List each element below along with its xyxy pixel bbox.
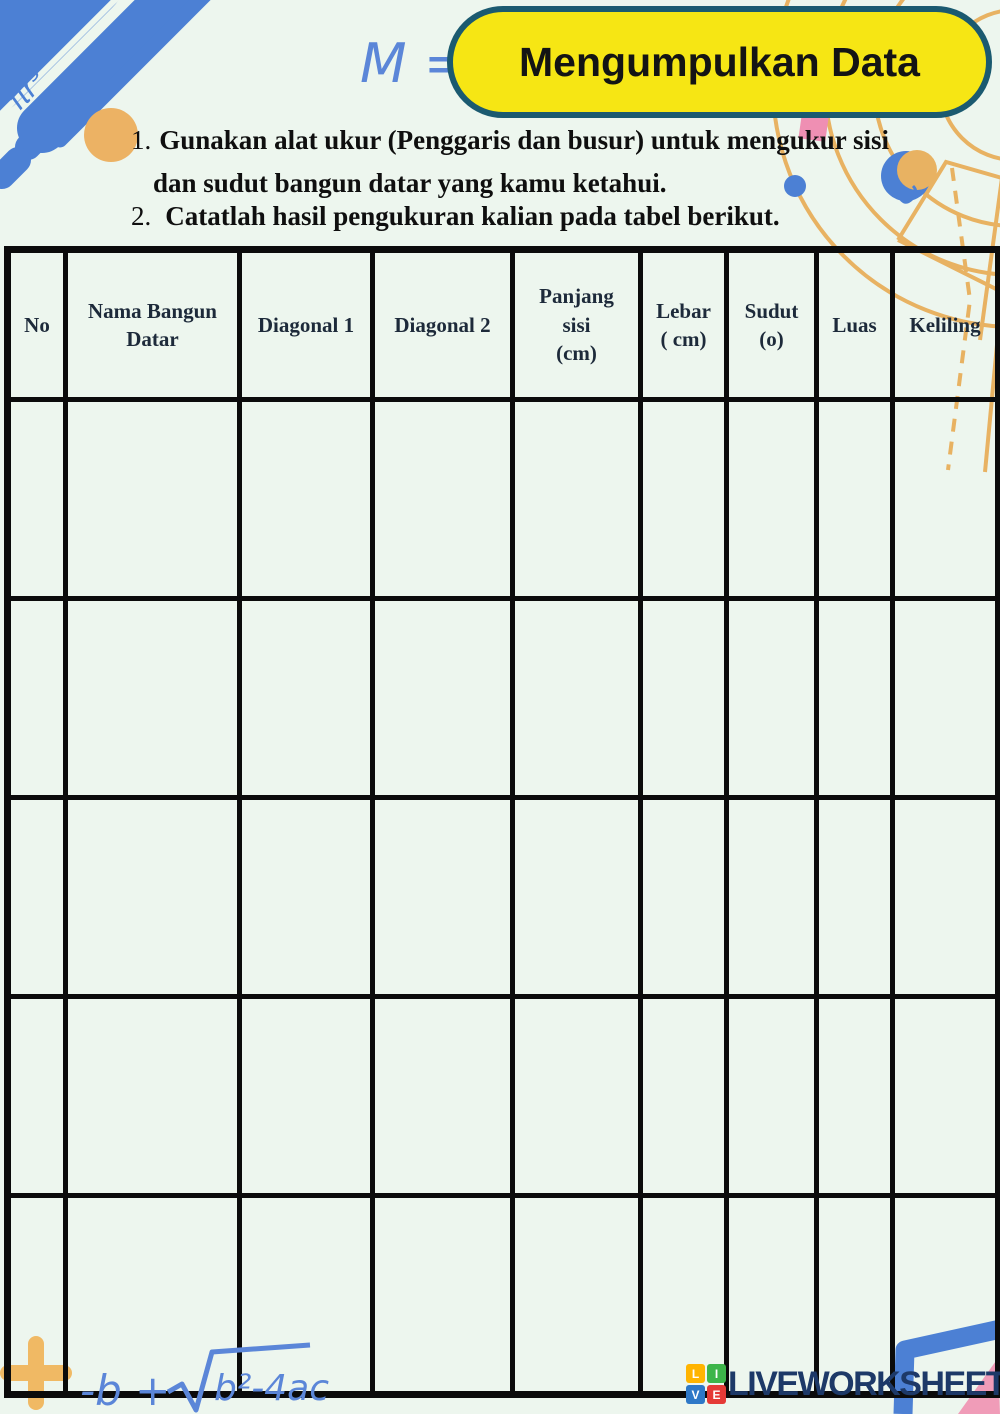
- column-header-keliling: Keliling: [890, 247, 1000, 402]
- logo-square-e: E: [707, 1385, 726, 1404]
- table-cell[interactable]: [370, 795, 515, 999]
- table-cell[interactable]: [724, 397, 819, 601]
- table-cell[interactable]: [890, 397, 1000, 601]
- instruction-1-line-2: dan sudut bangun datar yang kamu ketahui…: [153, 168, 667, 198]
- table-cell[interactable]: [63, 397, 242, 601]
- table-cell[interactable]: [237, 397, 375, 601]
- blue-dot-decoration: [784, 175, 806, 197]
- table-cell[interactable]: [890, 994, 1000, 1198]
- table-cell[interactable]: [814, 994, 895, 1198]
- bullet-circle: [84, 108, 138, 162]
- table-cell[interactable]: [370, 994, 515, 1198]
- table-row: [5, 1193, 1000, 1397]
- table-cell[interactable]: [370, 596, 515, 800]
- table-row: [5, 596, 1000, 800]
- table-cell[interactable]: [510, 795, 643, 999]
- table-cell[interactable]: [724, 994, 819, 1198]
- pi-formula-handwriting: πr³: [0, 62, 54, 117]
- table-cell[interactable]: [370, 397, 515, 601]
- table-cell[interactable]: [237, 994, 375, 1198]
- table-row: [5, 795, 1000, 999]
- table-cell[interactable]: [237, 1193, 375, 1397]
- table-cell[interactable]: [890, 795, 1000, 999]
- column-header-sudut: Sudut (o): [724, 247, 819, 402]
- logo-square-i: I: [707, 1364, 726, 1383]
- table-cell[interactable]: [5, 596, 68, 800]
- table-cell[interactable]: [237, 795, 375, 999]
- instruction-1-text: Gunakan alat ukur (Penggaris dan busur) …: [159, 125, 890, 155]
- table-cell[interactable]: [5, 795, 68, 999]
- instruction-2-text: Catatlah hasil pengukuran kalian pada ta…: [165, 201, 780, 231]
- table-row: [5, 994, 1000, 1198]
- measurement-table: No Nama Bangun Datar Diagonal 1 Diagonal…: [4, 246, 1000, 1398]
- liveworksheets-logo-icon: L I V E: [686, 1364, 726, 1404]
- page-title: Mengumpulkan Data: [519, 38, 920, 85]
- column-header-nama-bangun-datar: Nama Bangun Datar: [63, 247, 242, 402]
- table-cell[interactable]: [638, 994, 729, 1198]
- table-cell[interactable]: [5, 1193, 68, 1397]
- table-cell[interactable]: [724, 596, 819, 800]
- table-cell[interactable]: [63, 596, 242, 800]
- column-header-panjang-sisi: Panjang sisi (cm): [510, 247, 643, 402]
- table-cell[interactable]: [5, 994, 68, 1198]
- column-header-lebar: Lebar ( cm): [638, 247, 729, 402]
- table-cell[interactable]: [638, 596, 729, 800]
- logo-square-v: V: [686, 1385, 705, 1404]
- instruction-1-line-1: 1. Gunakan alat ukur (Penggaris dan busur…: [131, 127, 889, 154]
- logo-square-l: L: [686, 1364, 705, 1383]
- table-cell[interactable]: [5, 397, 68, 601]
- table-cell[interactable]: [890, 596, 1000, 800]
- table-cell[interactable]: [724, 1193, 819, 1397]
- table-cell[interactable]: [63, 1193, 242, 1397]
- title-bubble: Mengumpulkan Data: [447, 6, 992, 118]
- table-cell[interactable]: [814, 795, 895, 999]
- table-cell[interactable]: [510, 1193, 643, 1397]
- table-cell[interactable]: [63, 795, 242, 999]
- column-header-luas: Luas: [814, 247, 895, 402]
- table-cell[interactable]: [510, 397, 643, 601]
- table-cell[interactable]: [237, 596, 375, 800]
- instruction-2: 2. Catatlah hasil pengukuran kalian pada …: [131, 203, 780, 230]
- table-cell[interactable]: [638, 795, 729, 999]
- table-cell[interactable]: [814, 1193, 895, 1397]
- instruction-2-number: 2.: [131, 201, 152, 231]
- table-cell[interactable]: [638, 1193, 729, 1397]
- table-cell[interactable]: [510, 994, 643, 1198]
- planet-decoration: [881, 150, 937, 204]
- table-cell[interactable]: [510, 596, 643, 800]
- table-cell[interactable]: [724, 795, 819, 999]
- instruction-1-number: 1.: [131, 125, 152, 155]
- liveworksheets-logo-text: LIVEWORKSHEETS: [728, 1364, 1000, 1403]
- table-cell[interactable]: [638, 397, 729, 601]
- liveworksheets-logo: L I V E LIVEWORKSHEETS: [686, 1364, 1000, 1404]
- table-cell[interactable]: [370, 1193, 515, 1397]
- table-cell[interactable]: [814, 397, 895, 601]
- column-header-no: No: [5, 247, 68, 402]
- column-header-diagonal-2: Diagonal 2: [370, 247, 515, 402]
- header-row: No Nama Bangun Datar Diagonal 1 Diagonal…: [5, 247, 1000, 402]
- table-row: [5, 397, 1000, 601]
- table-cell[interactable]: [814, 596, 895, 800]
- column-header-diagonal-1: Diagonal 1: [237, 247, 375, 402]
- table-cell[interactable]: [63, 994, 242, 1198]
